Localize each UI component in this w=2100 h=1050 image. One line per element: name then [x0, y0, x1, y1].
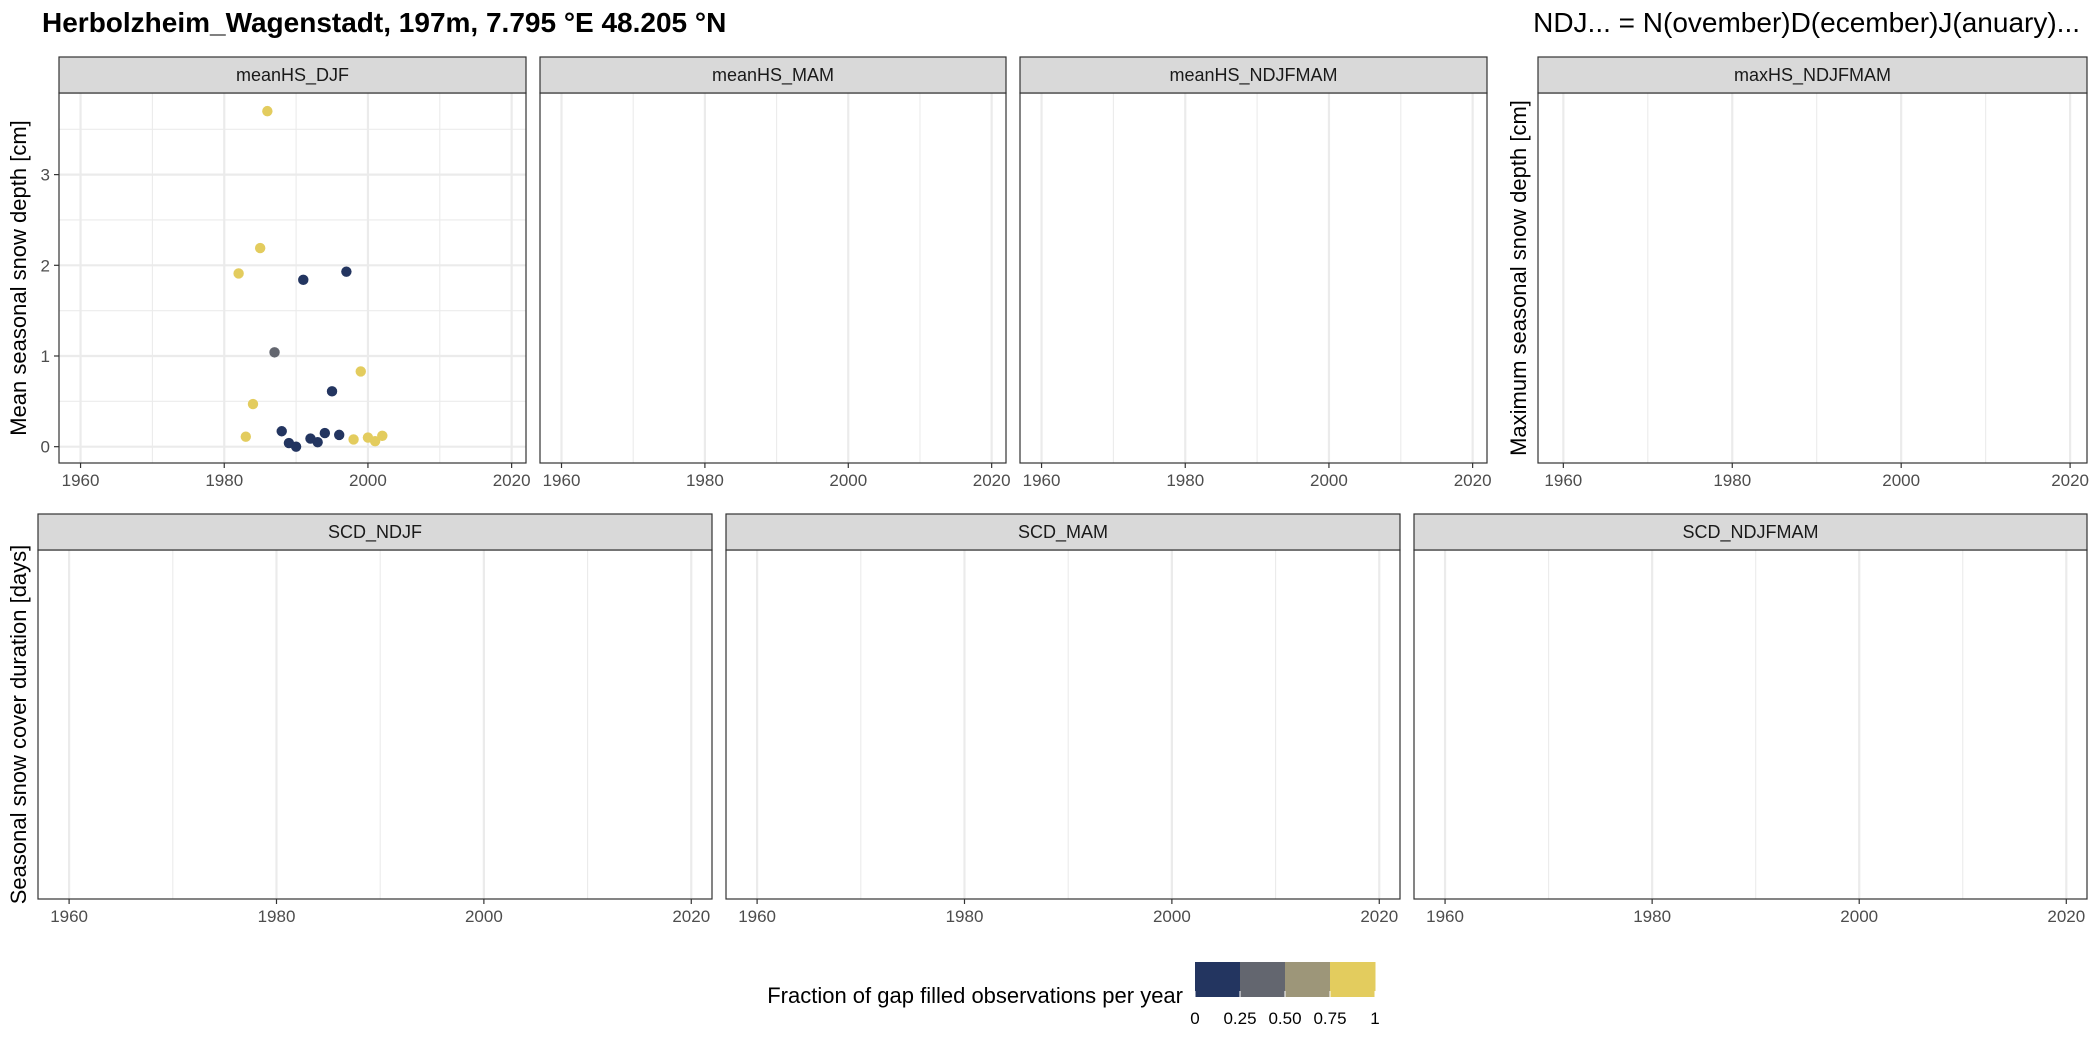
plot-background — [59, 93, 526, 463]
x-tick-label: 1980 — [1633, 907, 1671, 926]
panel-scd-ndjfmam: SCD_NDJFMAM 1960 1980 2000 2020 — [1413, 513, 2088, 926]
facet-strip — [58, 56, 527, 94]
legend-tick-label: 0.75 — [1313, 1009, 1346, 1028]
legend-title: Fraction of gap filled observations per … — [767, 983, 1183, 1008]
x-tick-label: 1980 — [686, 471, 724, 490]
legend-color-step — [1285, 962, 1331, 997]
x-tick-label: 2000 — [1840, 907, 1878, 926]
x-tick-label: 2020 — [2047, 907, 2085, 926]
data-point — [262, 105, 273, 117]
data-point — [369, 436, 381, 447]
x-tick-label: 2020 — [1454, 471, 1492, 490]
facet-strip-label: SCD_MAM — [1018, 522, 1108, 543]
x-tick-label: 2000 — [1153, 907, 1191, 926]
y-tick-label: 3 — [41, 166, 50, 185]
y-axis-title: Maximum seasonal snow depth [cm] — [1506, 100, 1531, 456]
facet-strip — [1019, 56, 1488, 94]
x-tick-label: 2000 — [349, 471, 387, 490]
data-point — [298, 274, 309, 286]
panel-scd-ndjf: SCD_NDJF 1960 1980 2000 2020 Seasonal snow co… — [6, 513, 713, 926]
panel-maxhs-ndjfmam: maxHS_NDJFMAM 1960 1980 2000 2020 Maximum sea… — [1506, 56, 2089, 490]
plot-background — [38, 550, 712, 899]
plot-background — [726, 550, 1400, 899]
y-tick-label: 0 — [41, 438, 50, 457]
data-point — [247, 398, 259, 410]
x-tick-label: 2020 — [672, 907, 710, 926]
facet-strip — [37, 513, 713, 551]
legend-colorbar — [1195, 962, 1376, 997]
legend-tick-label: 0 — [1190, 1009, 1199, 1028]
data-point — [326, 386, 338, 397]
x-tick-label: 2020 — [2051, 471, 2089, 490]
facet-panels: 0 1 2 3 meanHS_DJF 1960 1980 2000 2020 Mean seaso… — [6, 56, 2089, 926]
legend-color-step — [1330, 962, 1376, 997]
x-tick-label: 1960 — [50, 907, 88, 926]
facet-strip-label: meanHS_MAM — [712, 65, 834, 86]
x-tick-label: 1960 — [1023, 471, 1061, 490]
data-point — [334, 429, 345, 441]
facet-strip — [539, 56, 1007, 94]
x-tick-label: 1980 — [258, 907, 296, 926]
y-axis-title: Seasonal snow cover duration [days] — [6, 545, 31, 905]
x-tick-label: 2000 — [1310, 471, 1348, 490]
plot-background — [1020, 93, 1487, 463]
data-point — [348, 434, 359, 445]
x-tick-label: 2020 — [1360, 907, 1398, 926]
data-point — [276, 426, 287, 437]
data-point — [355, 366, 366, 377]
data-point — [319, 427, 331, 439]
x-tick-label: 1980 — [1713, 471, 1751, 490]
plot-background — [540, 93, 1006, 463]
x-tick-label: 1960 — [738, 907, 776, 926]
legend-tick-label: 1 — [1370, 1009, 1379, 1028]
facet-strip-label: SCD_NDJFMAM — [1682, 522, 1818, 543]
data-point — [377, 430, 388, 441]
y-tick-label: 2 — [41, 256, 50, 275]
panel-meanhs-djf: 0 1 2 3 meanHS_DJF 1960 1980 2000 2020 Mean seaso… — [6, 56, 531, 490]
facet-strip-label: SCD_NDJF — [328, 522, 422, 543]
x-tick-label: 2020 — [973, 471, 1011, 490]
panel-scd-mam: SCD_MAM 1960 1980 2000 2020 — [725, 513, 1401, 926]
data-point — [254, 242, 266, 254]
data-point — [269, 347, 280, 358]
facet-strip-label: meanHS_NDJFMAM — [1169, 65, 1337, 86]
data-point — [341, 266, 352, 277]
x-tick-label: 2020 — [493, 471, 531, 490]
x-tick-label: 1980 — [205, 471, 243, 490]
color-legend: Fraction of gap filled observations per … — [767, 962, 1380, 1028]
data-point — [240, 431, 251, 442]
x-tick-label: 1980 — [946, 907, 984, 926]
x-tick-label: 1960 — [543, 471, 581, 490]
facet-strip — [1537, 56, 2088, 94]
facet-strip-label: maxHS_NDJFMAM — [1734, 65, 1891, 86]
x-tick-label: 2000 — [1882, 471, 1920, 490]
legend-ticks: 0 0.25 0.50 0.75 1 — [1190, 991, 1380, 1028]
y-tick-label: 1 — [41, 347, 50, 366]
x-tick-label: 2000 — [829, 471, 867, 490]
y-axis-title: Mean seasonal snow depth [cm] — [6, 120, 31, 436]
legend-color-step — [1195, 962, 1241, 997]
plot-subtitle: NDJ... = N(ovember)D(ecember)J(anuary)..… — [1533, 7, 2080, 38]
plot-background — [1414, 550, 2087, 899]
facet-strip — [1413, 513, 2088, 551]
x-tick-label: 2000 — [465, 907, 503, 926]
data-point — [312, 436, 323, 448]
x-tick-label: 1960 — [62, 471, 100, 490]
x-tick-label: 1980 — [1166, 471, 1204, 490]
facet-strip-label: meanHS_DJF — [236, 65, 349, 86]
panel-meanhs-mam: meanHS_MAM 1960 1980 2000 2020 — [539, 56, 1011, 490]
facet-strip — [725, 513, 1401, 551]
data-point — [233, 268, 244, 279]
legend-tick-label: 0.25 — [1223, 1009, 1256, 1028]
legend-tick-label: 0.50 — [1268, 1009, 1301, 1028]
panel-meanhs-ndjfmam: meanHS_NDJFMAM 1960 1980 2000 2020 — [1019, 56, 1492, 490]
x-tick-label: 1960 — [1426, 907, 1464, 926]
legend-color-step — [1240, 962, 1286, 997]
data-point — [290, 441, 302, 452]
plot-background — [1538, 93, 2087, 463]
plot-title: Herbolzheim_Wagenstadt, 197m, 7.795 °E 4… — [42, 7, 726, 38]
x-tick-label: 1960 — [1544, 471, 1582, 490]
